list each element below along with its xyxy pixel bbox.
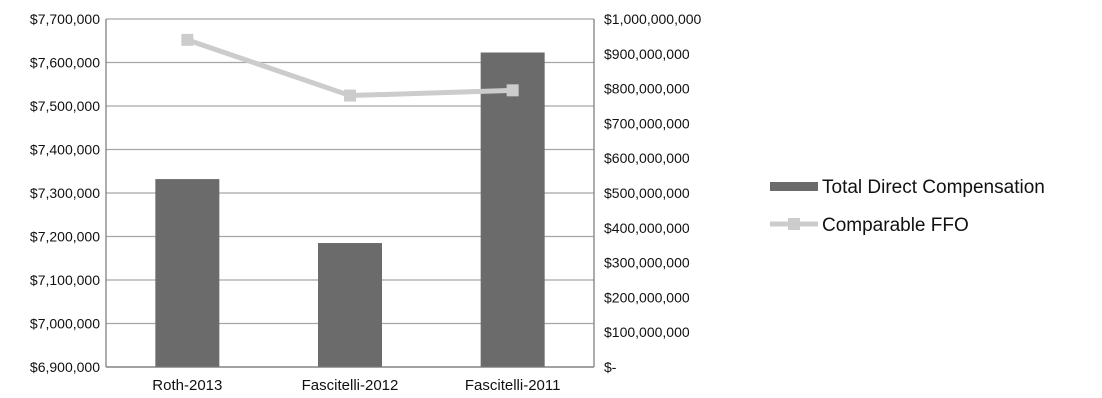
line-point-fascitelli-2011	[506, 84, 519, 97]
legend-swatch-total-direct-compensation	[770, 182, 818, 191]
left-tick-label: $7,300,000	[30, 185, 100, 201]
right-tick-label: $100,000,000	[604, 324, 690, 340]
right-axis-ticks: $- $100,000,000 $200,000,000 $300,000,000 $4…	[604, 11, 702, 375]
left-axis-ticks: $6,900,000 $7,000,000 $7,100,000 $7,200,000…	[30, 11, 100, 375]
legend-label-comparable-ffo: Comparable FFO	[822, 215, 969, 236]
line-series	[181, 33, 519, 102]
bar-roth-2013	[155, 179, 220, 367]
legend-label-total-direct-compensation: Total Direct Compensation	[822, 177, 1045, 198]
line-point-fascitelli-2012	[344, 89, 356, 102]
left-tick-label: $7,000,000	[30, 316, 100, 332]
left-tick-label: $7,100,000	[30, 272, 100, 288]
right-tick-label: $900,000,000	[604, 46, 690, 62]
left-tick-label: $7,500,000	[30, 98, 100, 114]
bar-series	[155, 52, 545, 368]
category-label: Roth-2013	[152, 377, 222, 394]
right-tick-label: $-	[604, 359, 617, 375]
right-tick-label: $200,000,000	[604, 289, 690, 305]
bar-fascitelli-2012	[318, 243, 382, 367]
right-tick-label: $500,000,000	[604, 185, 690, 201]
right-tick-label: $800,000,000	[604, 81, 690, 97]
category-label: Fascitelli-2012	[302, 377, 399, 394]
category-label: Fascitelli-2011	[465, 377, 561, 394]
left-tick-label: $6,900,000	[30, 359, 100, 375]
right-tick-label: $300,000,000	[604, 255, 690, 271]
left-tick-label: $7,700,000	[30, 11, 100, 27]
line-point-roth-2013	[181, 33, 194, 46]
right-tick-label: $700,000,000	[604, 115, 690, 131]
left-tick-label: $7,400,000	[30, 142, 100, 158]
left-tick-label: $7,200,000	[30, 229, 100, 245]
right-tick-label: $600,000,000	[604, 150, 690, 166]
legend: Total Direct Compensation Comparable FFO	[770, 177, 1045, 236]
category-axis-ticks: Roth-2013 Fascitelli-2012 Fascitelli-2011	[152, 377, 560, 394]
bar-fascitelli-2011	[480, 52, 545, 368]
line-comparable-ffo	[186, 37, 513, 99]
right-tick-label: $1,000,000,000	[604, 11, 702, 27]
legend-swatch-marker-comparable-ffo	[788, 218, 800, 230]
right-tick-label: $400,000,000	[604, 220, 690, 236]
axes	[105, 19, 595, 368]
left-tick-label: $7,600,000	[30, 55, 100, 71]
